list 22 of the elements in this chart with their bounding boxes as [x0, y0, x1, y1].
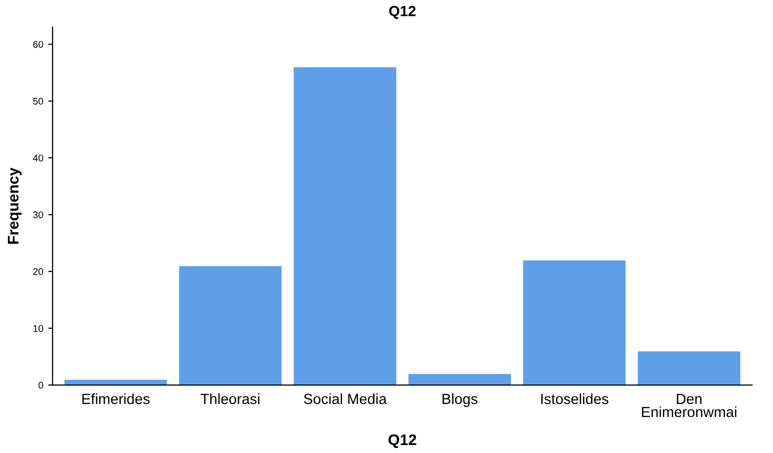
- x-tick-label: Istoselides: [541, 393, 608, 404]
- x-tick-label: Social Media: [304, 393, 387, 404]
- x-axis-title: Q12: [388, 434, 416, 448]
- y-tick-label: 0: [38, 382, 44, 389]
- y-tick-label: 10: [33, 324, 44, 332]
- x-tick-label: Efimerides: [82, 393, 150, 404]
- y-tick-label: 40: [32, 154, 44, 162]
- y-tick-label: 50: [33, 98, 44, 105]
- bar: [64, 379, 168, 386]
- bar: [178, 265, 282, 386]
- y-tick-label: 60: [33, 40, 44, 48]
- x-tick-label: Blogs: [442, 393, 478, 407]
- bar: [522, 260, 626, 386]
- x-tick-label: Den Enimeronwmai: [642, 394, 736, 418]
- y-axis-title: Frequency: [8, 168, 22, 244]
- bar: [637, 350, 742, 386]
- x-tick-label: Thleorasi: [200, 393, 260, 404]
- bar: [293, 66, 397, 386]
- chart-title: Q12: [389, 6, 416, 19]
- y-tick-label: 30: [33, 211, 44, 218]
- bar: [408, 373, 512, 386]
- y-tick-label: 20: [33, 268, 44, 276]
